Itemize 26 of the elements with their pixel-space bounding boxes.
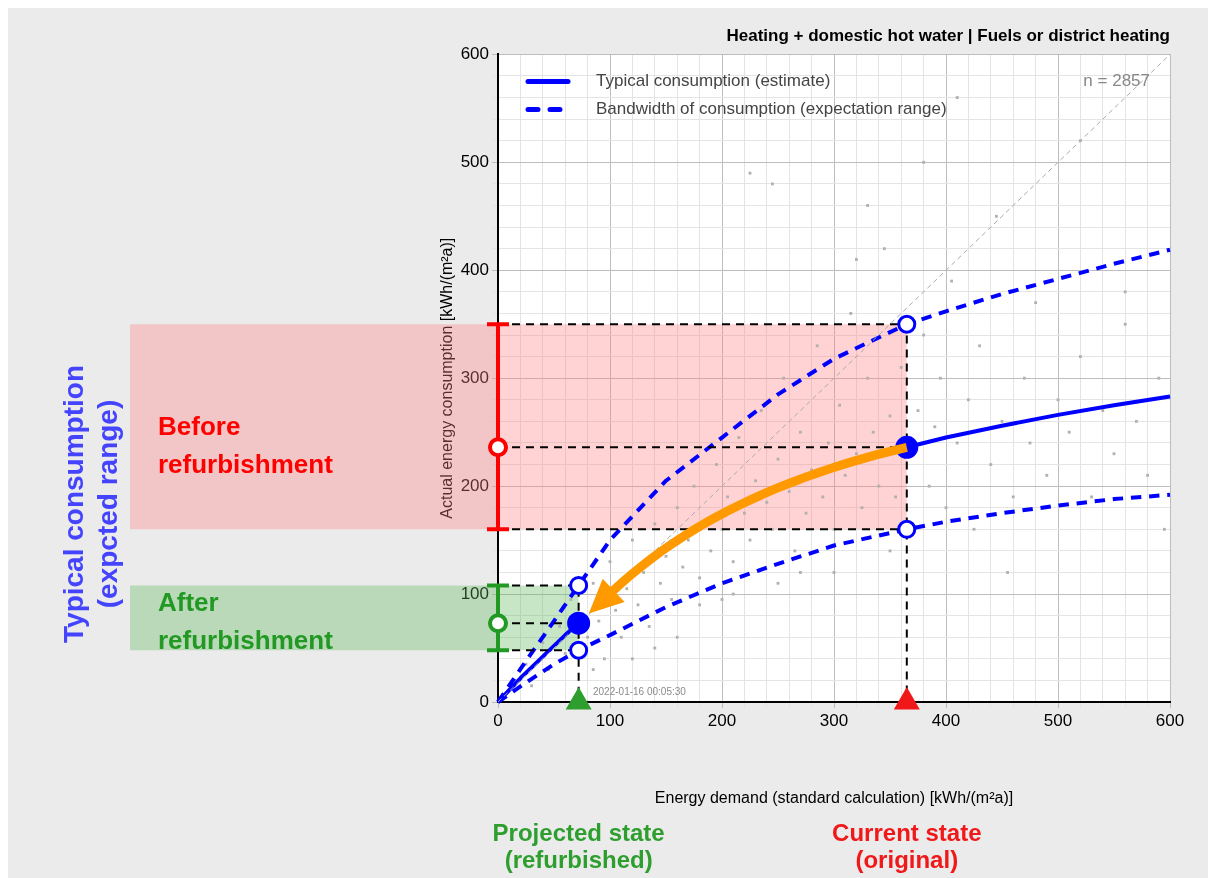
text: Before refurbishment	[158, 411, 334, 480]
x-tick-label: 100	[595, 710, 625, 730]
x-tick-label: 0	[493, 710, 503, 730]
text: Projected state (refurbished)	[492, 818, 665, 873]
y-axis-title: Actual energy consumption [kWh/(m²a)]	[438, 237, 456, 519]
annotation: 2022-01-16 00:05:30	[593, 685, 687, 697]
x-tick-label: 500	[1043, 710, 1073, 730]
y-tick-label: 400	[460, 259, 489, 279]
x-axis-title: Energy demand (standard calculation) [kWh/(m²a)]	[654, 788, 1014, 806]
annotation: n = 2857	[1083, 71, 1150, 91]
text: After refurbishment	[158, 587, 334, 656]
legend-label: Bandwidth of consumption (expectation range)	[596, 99, 947, 119]
y-tick-label: 500	[460, 152, 489, 172]
x-tick-label: 600	[1155, 710, 1185, 730]
x-tick-label: 400	[931, 710, 961, 730]
legend-label: Typical consumption (estimate)	[596, 71, 831, 91]
y-tick-label: 100	[460, 583, 489, 603]
y-tick-label: 200	[460, 475, 489, 495]
y-tick-label: 600	[460, 44, 489, 64]
text: Typical consumption (expcted range)	[57, 365, 123, 643]
x-tick-label: 300	[819, 710, 849, 730]
y-tick-label: 0	[479, 691, 489, 711]
chart-title: Heating + domestic hot water | Fuels or district heating	[726, 25, 1170, 45]
y-tick-label: 300	[460, 367, 489, 387]
x-tick-label: 200	[707, 710, 737, 730]
text: Current state (original)	[832, 818, 982, 873]
